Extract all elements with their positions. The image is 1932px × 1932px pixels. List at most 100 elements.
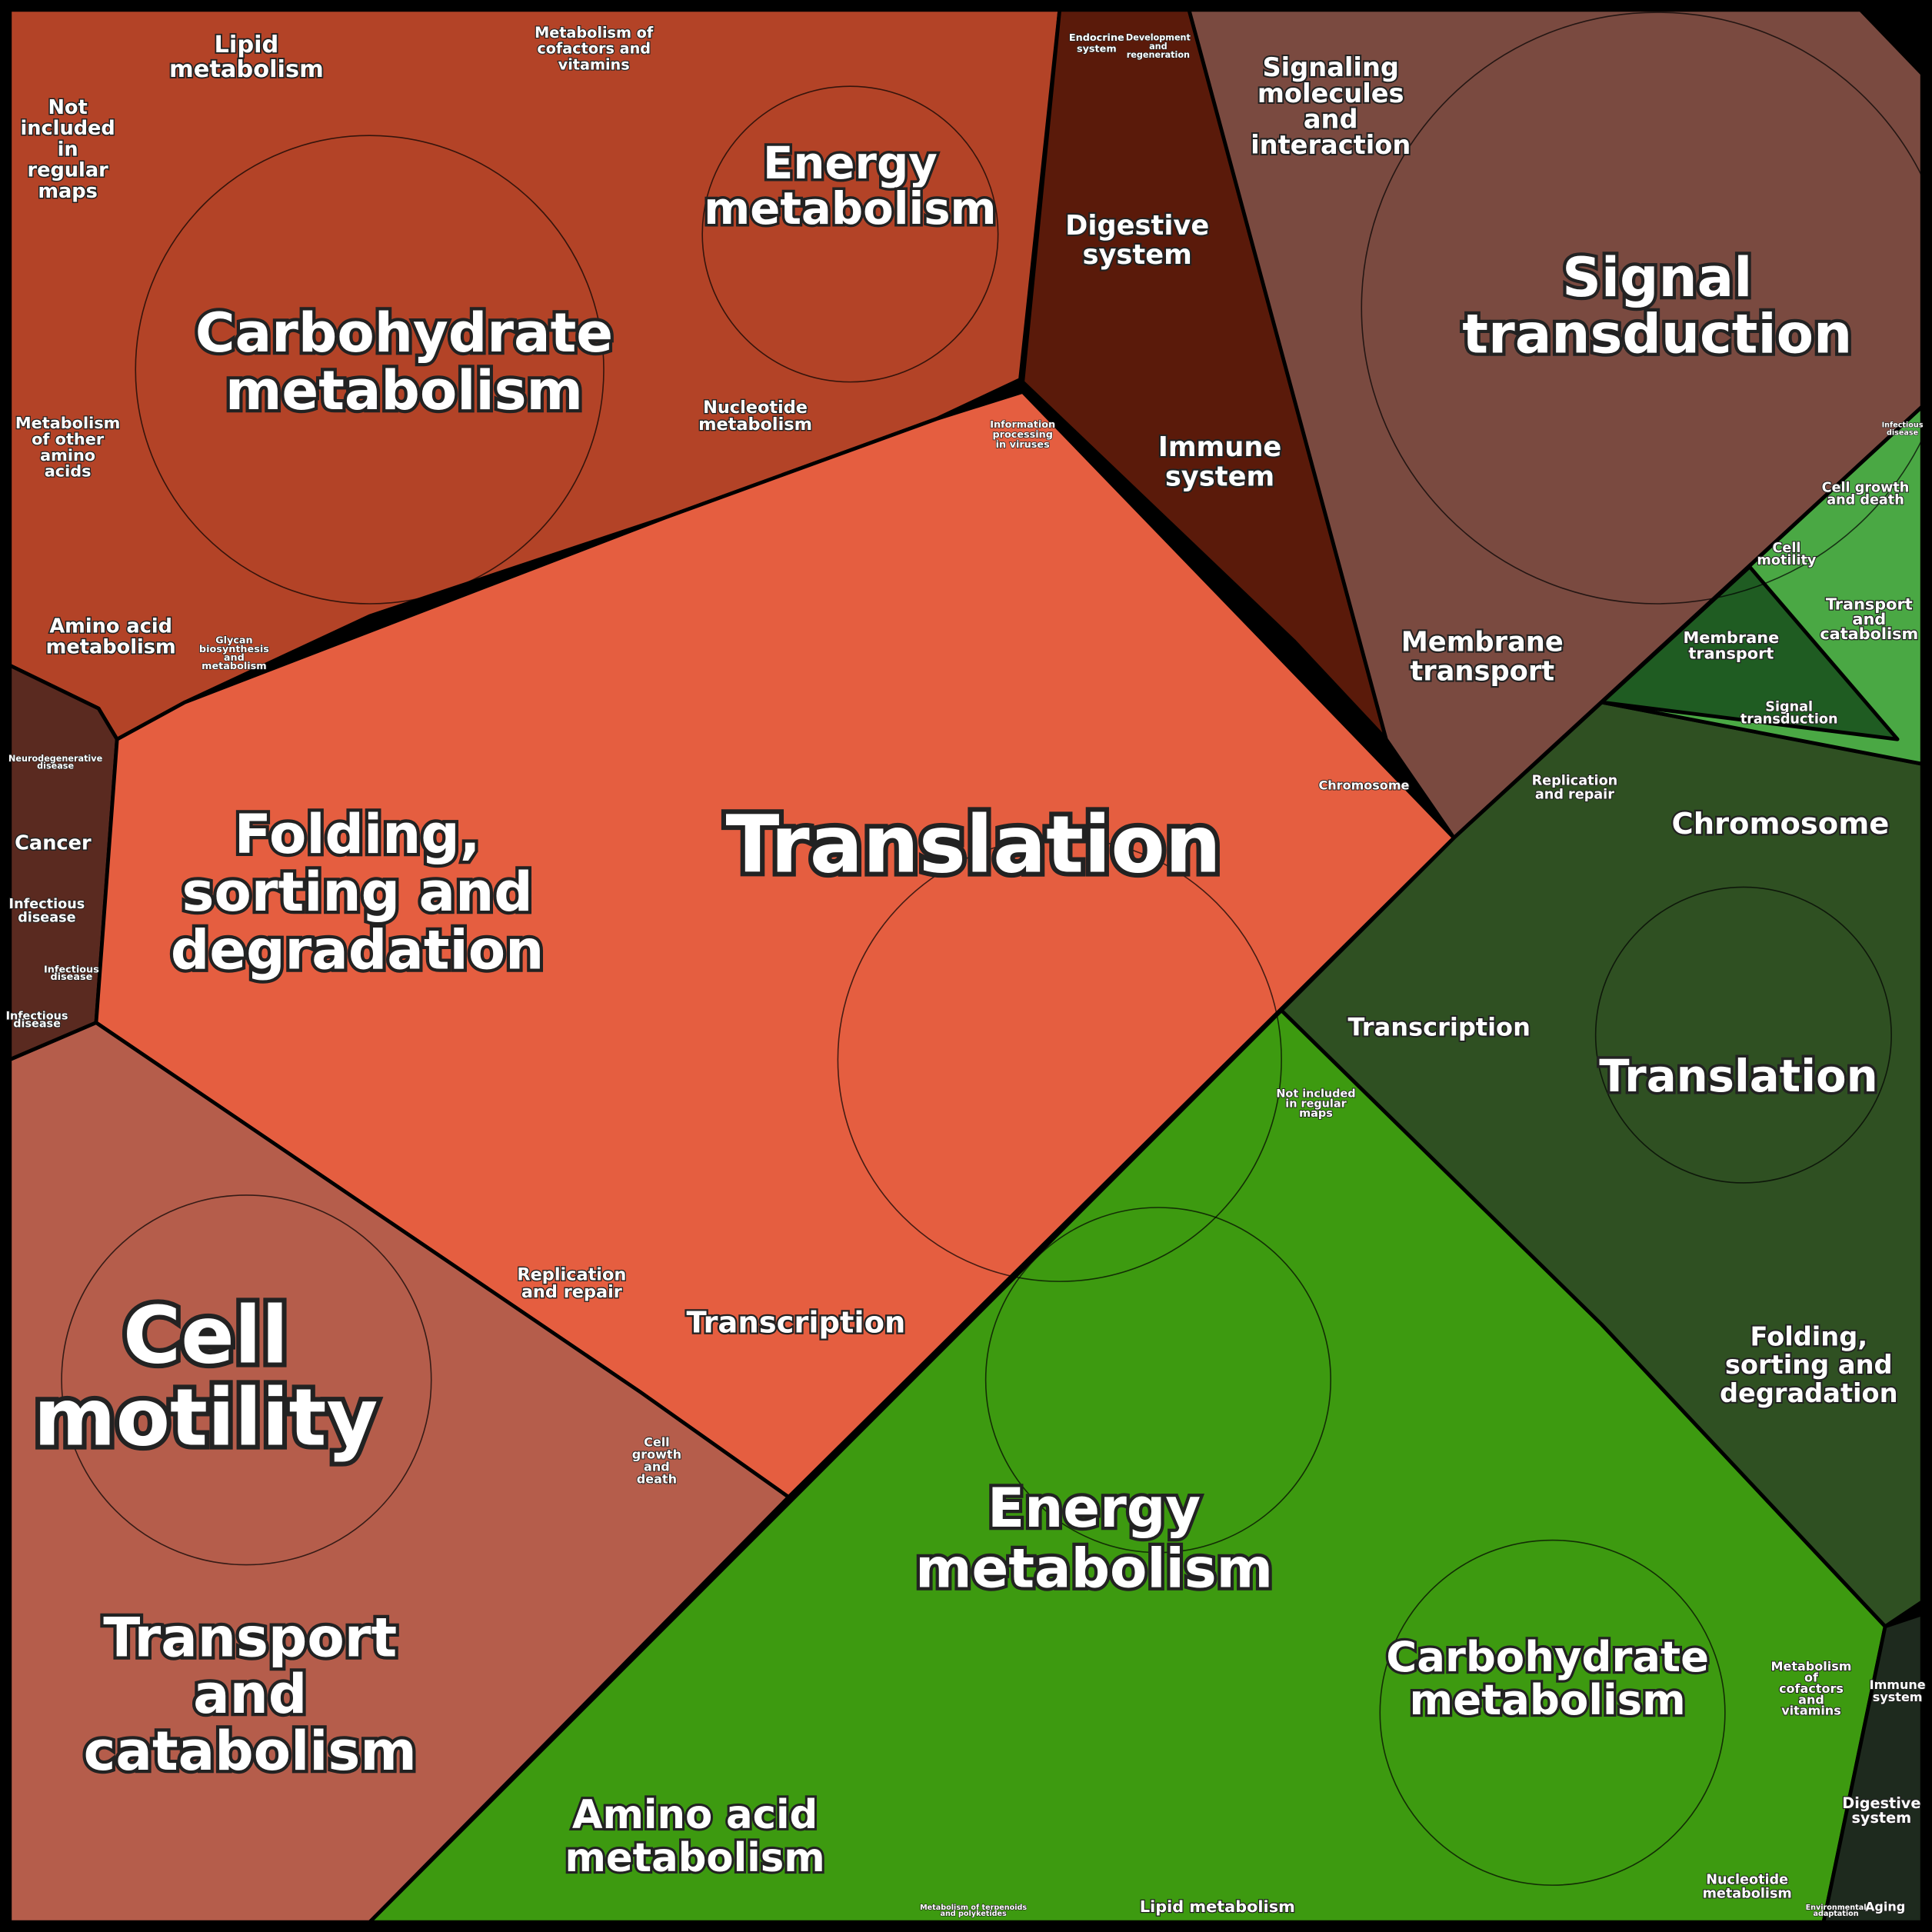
region-green-environmental	[1600, 565, 1900, 741]
region-label: motility	[34, 1373, 378, 1464]
region-label: Information	[990, 419, 1055, 431]
region-label: regeneration	[1127, 50, 1190, 60]
region-label: transduction	[1462, 302, 1852, 365]
region-label: disease	[37, 761, 74, 771]
region-label: Membrane	[1401, 626, 1564, 658]
region-label: Replication	[517, 1265, 626, 1285]
region-label: maps	[38, 180, 98, 203]
region-label: metabolism	[1409, 1675, 1685, 1724]
region-label: Folding,	[235, 803, 481, 866]
region-label: Transcription	[686, 1306, 905, 1341]
region-label: Immune	[1158, 431, 1282, 463]
region-cell-motility	[8, 1021, 791, 1924]
region-label: and repair	[521, 1282, 622, 1302]
region-label: Chromosome	[1319, 778, 1410, 793]
region-label: Folding,	[1750, 1321, 1867, 1351]
region-label: metabolism	[169, 56, 324, 83]
region-label: Nucleotide	[703, 398, 808, 418]
region-label: Endocrine	[1069, 32, 1124, 44]
region-label: Carbohydrate	[1386, 1632, 1709, 1681]
region-label: Environmental	[1806, 1904, 1867, 1912]
region-label: amino	[40, 446, 95, 465]
region-label: Amino acid	[49, 615, 172, 638]
region-label: Not included	[1276, 1088, 1355, 1101]
region-label: biosynthesis	[199, 644, 269, 655]
region-label: Lipid	[215, 32, 279, 58]
region-label: disease	[13, 1018, 61, 1030]
region-label: metabolism	[46, 636, 176, 659]
region-label: Metabolism	[15, 414, 120, 432]
region-label: and	[644, 1460, 670, 1474]
cell	[1361, 12, 1932, 605]
cell	[61, 1194, 432, 1566]
region-label: catabolism	[84, 1720, 417, 1783]
region-label: Translation	[725, 800, 1221, 891]
cell	[701, 85, 999, 383]
region-label: system	[1851, 1809, 1911, 1827]
region-label: degradation	[171, 919, 544, 982]
region-label: degradation	[1720, 1378, 1898, 1408]
region-label: disease	[18, 911, 75, 926]
region-label: transport	[1410, 656, 1554, 688]
region-label: Nucleotide	[1706, 1873, 1788, 1888]
region-label: catabolism	[1820, 625, 1918, 643]
region-label: Aging	[1865, 1899, 1905, 1914]
region-label: Immune	[1870, 1677, 1926, 1692]
region-label: in viruses	[996, 439, 1050, 451]
region-label: metabolism	[915, 1537, 1273, 1601]
region-label: of other	[32, 430, 105, 448]
region-label: included	[20, 117, 115, 140]
region-label: and	[1149, 42, 1168, 52]
region-label: and repair	[1535, 787, 1614, 802]
region-label: Signaling	[1262, 52, 1399, 82]
region-label: Transcription	[1347, 1013, 1530, 1042]
region-label: molecules	[1257, 78, 1404, 108]
cell	[1594, 886, 1892, 1184]
region-label: Metabolism	[1771, 1659, 1852, 1674]
region-label: cofactors	[1779, 1681, 1844, 1696]
region-label: Cancer	[15, 831, 92, 854]
region-label: Replication	[1532, 774, 1618, 789]
region-label: adaptation	[1813, 1910, 1858, 1918]
region-label: and	[1852, 610, 1886, 628]
region-label: metabolism	[1703, 1886, 1792, 1901]
region-label: Digestive	[1842, 1794, 1920, 1812]
region-label: Development	[1126, 33, 1191, 43]
region-label: and	[1798, 1692, 1824, 1707]
region-label: system	[1873, 1690, 1923, 1704]
region-label: Signal	[1765, 700, 1813, 715]
region-label: sorting and	[182, 861, 532, 924]
region-label: in	[58, 138, 78, 161]
cell-outlines	[61, 12, 1932, 1886]
region-label: Metabolism of terpenoids	[920, 1904, 1027, 1912]
region-translation	[94, 390, 1456, 1499]
region-label: Infectious	[44, 964, 99, 975]
region-label: processing	[992, 429, 1052, 441]
region-label: Neurodegenerative	[8, 754, 103, 764]
region-label: transport	[1688, 645, 1774, 663]
region-label: Energy	[763, 137, 938, 189]
region-organismal	[1021, 8, 1388, 741]
region-label: Metabolism of	[535, 24, 654, 42]
region-label: system	[1082, 239, 1191, 271]
region-label: motility	[1757, 553, 1817, 568]
region-label: regular	[27, 159, 108, 182]
region-label: Digestive	[1065, 210, 1209, 242]
region-label: Carbohydrate	[195, 301, 613, 365]
region-label: Transport	[1826, 595, 1913, 614]
region-label: Cell	[1772, 541, 1800, 556]
region-label: interaction	[1251, 130, 1411, 160]
region-label: metabolism	[565, 1835, 824, 1881]
region-label: maps	[1299, 1108, 1333, 1120]
region-label: metabolism	[202, 661, 266, 672]
region-label: Signal	[1562, 246, 1752, 309]
region-label: death	[637, 1472, 677, 1487]
cell	[1379, 1539, 1726, 1886]
region-label: metabolism	[704, 182, 996, 235]
cell	[984, 1207, 1332, 1554]
region-label: Infectious	[1882, 421, 1924, 430]
region-label: and death	[1827, 492, 1904, 508]
region-label: Cell	[644, 1434, 670, 1449]
